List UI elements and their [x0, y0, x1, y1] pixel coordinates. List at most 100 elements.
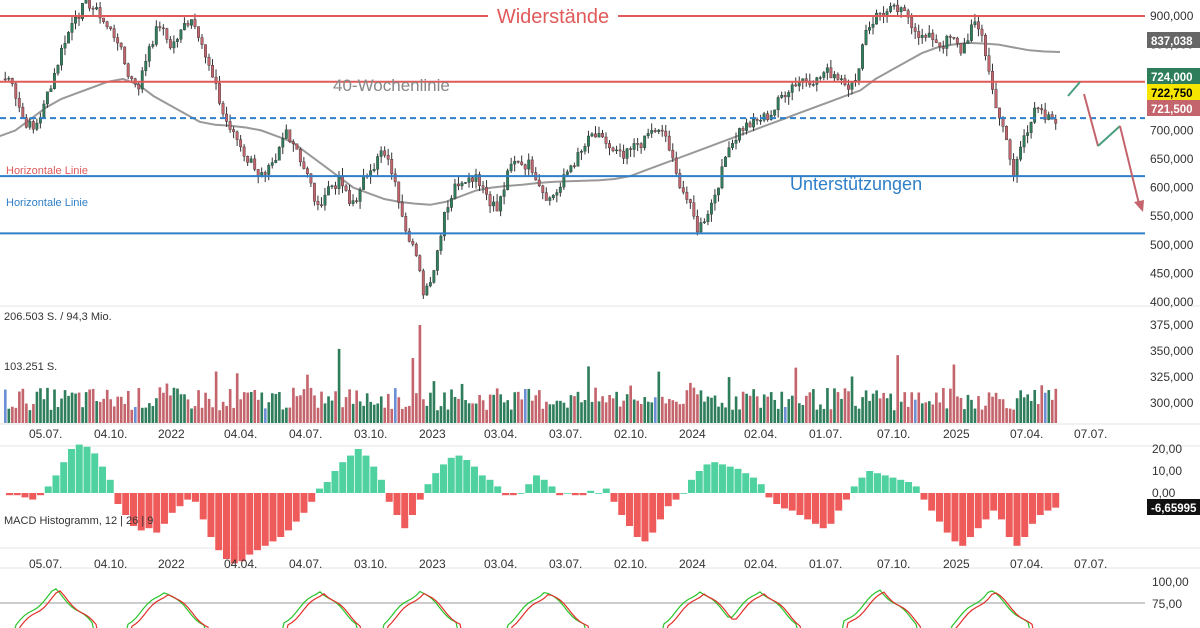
candle-body [1015, 159, 1019, 177]
macd-bar [734, 468, 742, 493]
volume-bar [53, 389, 56, 423]
volume-bar [956, 396, 959, 423]
candle-body [383, 150, 387, 156]
candle-body [674, 157, 678, 174]
volume-bar [158, 387, 162, 423]
candle-body [1001, 117, 1005, 127]
volume-bar [910, 392, 914, 423]
volume-bar [713, 395, 717, 423]
volume-bar [685, 390, 689, 423]
candle-body [425, 285, 429, 296]
volume-bar [787, 399, 791, 423]
x-tick: 2023 [419, 557, 446, 571]
volume-bar [689, 382, 692, 423]
candle-body [109, 26, 113, 29]
macd-bar [788, 493, 796, 511]
macd-bar [881, 475, 889, 493]
volume-bar [495, 388, 499, 423]
candle-body [204, 44, 207, 58]
candle-body [309, 173, 313, 184]
x-tick: 07.04. [1010, 557, 1043, 571]
candle-body [702, 221, 706, 224]
candle-body [407, 230, 411, 242]
candle-body [889, 6, 893, 12]
volume-bar [292, 387, 295, 423]
candle-body [464, 182, 467, 184]
candle-body [1019, 146, 1023, 160]
candle-body [221, 103, 225, 115]
candle-body [709, 202, 713, 215]
volume-bar [566, 407, 569, 423]
candle-body [190, 19, 193, 26]
candle-body [414, 244, 418, 256]
candle-body [112, 28, 116, 38]
candle-body [565, 171, 569, 175]
candle-body [1047, 114, 1051, 120]
candle-body [137, 83, 141, 90]
candle-body [984, 35, 987, 56]
volume-bar [899, 401, 903, 423]
volume-bar [126, 390, 130, 423]
volume-bar [892, 410, 896, 423]
x-tick: 04.10. [94, 557, 127, 571]
volume-bar [906, 406, 910, 423]
macd-bar [1044, 493, 1052, 511]
candle-body [362, 176, 366, 190]
volume-bar [60, 398, 63, 423]
candle-body [267, 165, 271, 175]
macd-bar [91, 453, 99, 493]
hline-label-red: Horizontale Linie [6, 165, 88, 177]
candle-body [175, 39, 179, 42]
volume-bar [91, 388, 95, 423]
macd-bar [409, 493, 416, 515]
candle-body [63, 42, 67, 49]
candle-body [281, 138, 285, 148]
volume-bar [323, 403, 327, 423]
candle-body [643, 135, 647, 148]
volume-bar [21, 388, 25, 423]
volume-tick: 300,000 [1150, 396, 1194, 410]
candle-body [1040, 108, 1044, 111]
candle-body [3, 78, 7, 81]
candle-body [572, 165, 576, 167]
macd-bar [432, 473, 440, 493]
macd-bar [137, 493, 145, 531]
volume-bar [531, 400, 534, 423]
candle-body [745, 122, 748, 131]
candle-body [70, 23, 74, 33]
macd-bar [370, 466, 378, 493]
hline-label-blue: Horizontale Linie [6, 197, 88, 209]
candle-body [439, 235, 443, 251]
candle-body [924, 35, 928, 38]
macd-bar [362, 455, 370, 493]
volume-bar [341, 407, 344, 423]
candle-body [270, 162, 274, 166]
macd-bar [29, 493, 37, 500]
forecast-arrowhead [1134, 200, 1144, 212]
volume-bar [643, 397, 647, 423]
candle-body [741, 128, 745, 131]
macd-bar [339, 462, 347, 493]
price-tag [1147, 68, 1200, 84]
candle-body [341, 175, 344, 187]
candle-body [56, 64, 60, 74]
macd-bar [1029, 493, 1036, 524]
candle-body [955, 37, 959, 44]
macd-bar [1021, 493, 1029, 537]
candle-body [348, 190, 351, 204]
candle-body [695, 216, 699, 233]
volume-bar [790, 395, 794, 423]
price-tag [1147, 499, 1200, 515]
volume-bar [228, 389, 232, 423]
volume-bar [239, 399, 243, 423]
volume-bar [393, 388, 397, 423]
macd-bar [703, 464, 711, 493]
candle-body [67, 32, 70, 44]
candle-body [284, 129, 288, 139]
volume-bar [678, 404, 682, 423]
volume-bar [263, 408, 267, 423]
volume-bar [119, 396, 123, 423]
price-tags: 837,038 724,000 722,750 721,500 -6,65995 [1147, 32, 1200, 515]
volume-bar [724, 407, 727, 423]
macd-bar [323, 482, 331, 493]
